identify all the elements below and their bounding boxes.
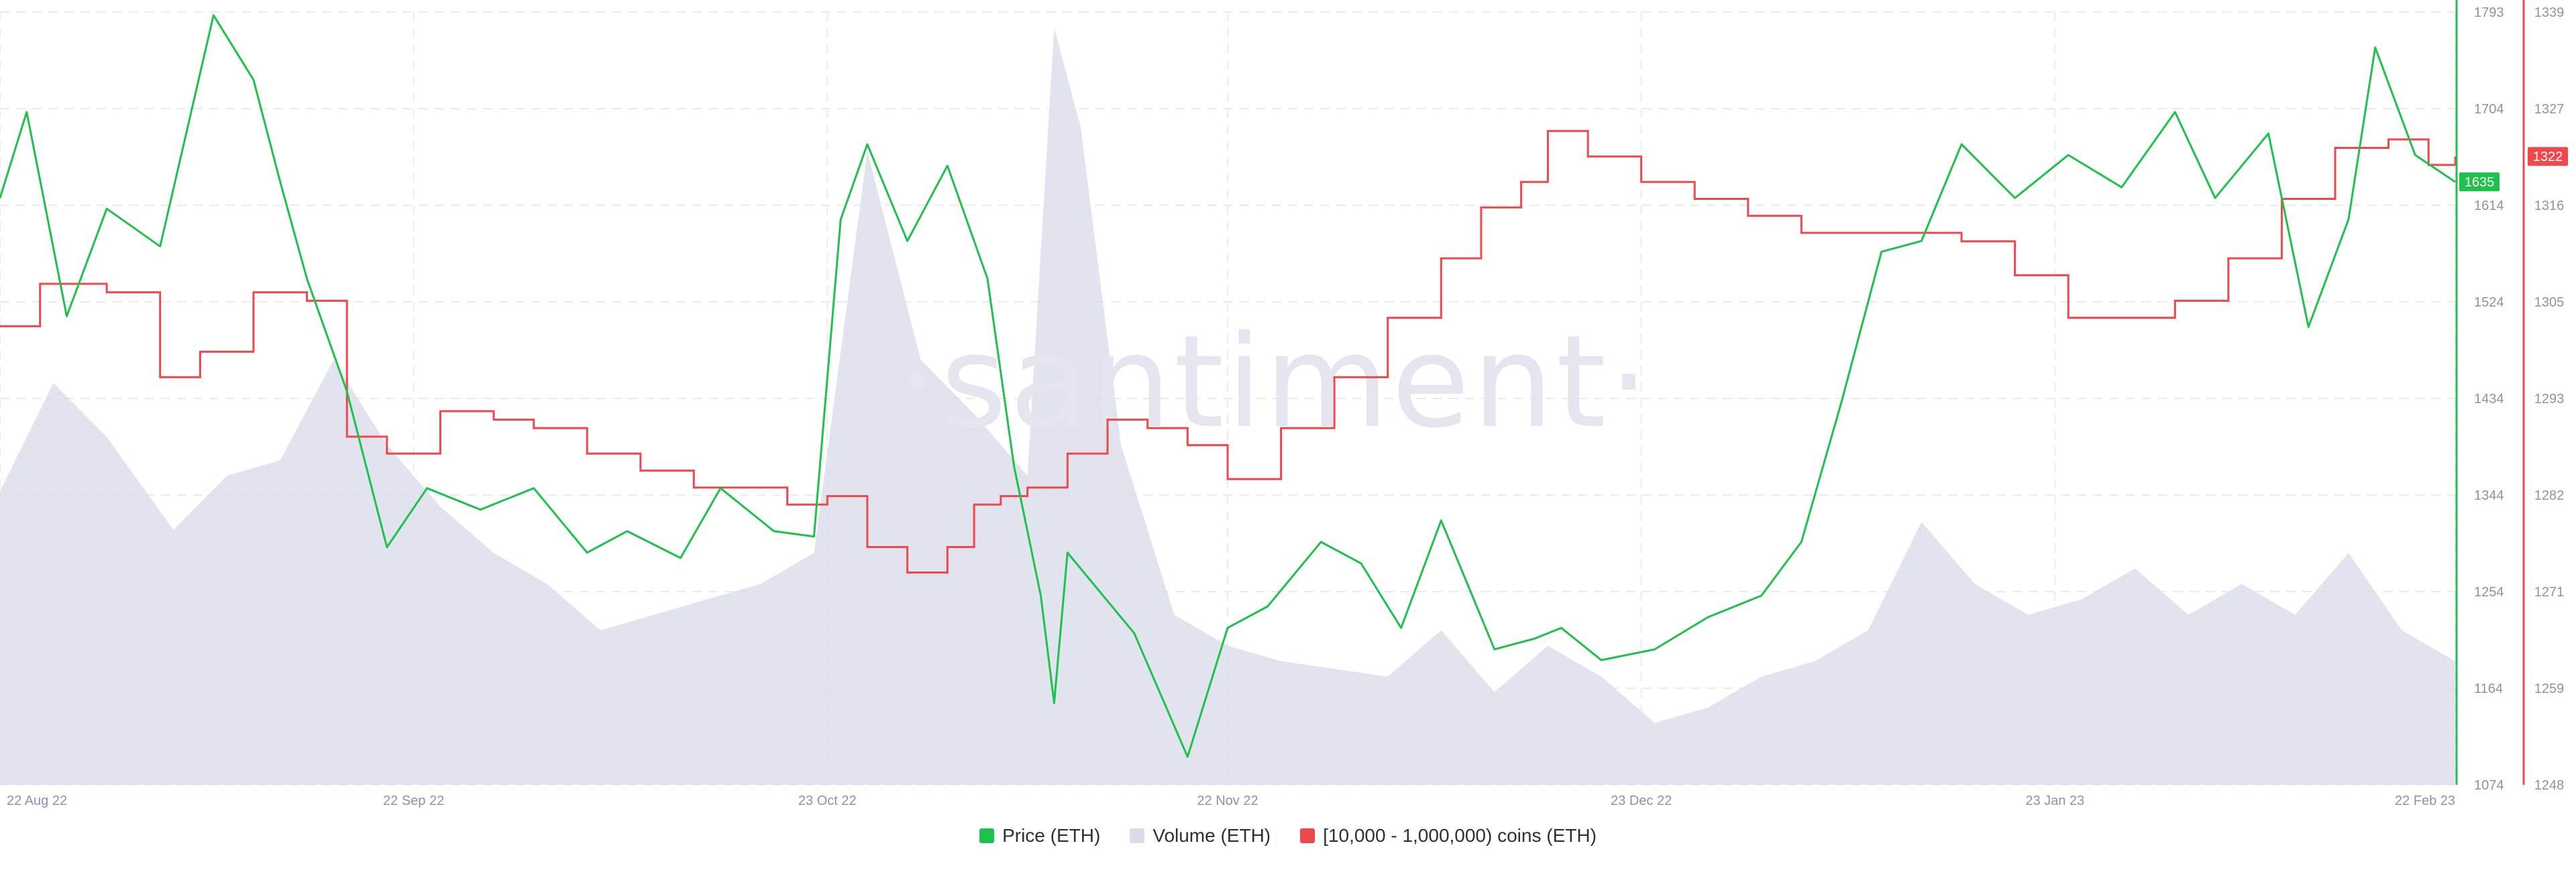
price-current-value: 1635: [2465, 175, 2495, 190]
chart-svg: ·santiment· 1793 1339 1704 1327 1614 1316 1524…: [0, 0, 2568, 808]
holders-tick-label: 1271: [2534, 585, 2565, 600]
price-tick-label: 1704: [2474, 102, 2504, 117]
axes: 1793 1339 1704 1327 1614 1316 1524 1305 1434 1293…: [7, 0, 2568, 808]
price-tick-label: 1614: [2474, 199, 2504, 213]
volume-area: [0, 28, 2455, 785]
price-current-badge: [2459, 172, 2500, 192]
holders-tick-label: 1293: [2534, 392, 2565, 406]
holders-tick-label: 1339: [2534, 5, 2565, 20]
legend-item-volume[interactable]: Volume (ETH): [1130, 825, 1271, 847]
legend-item-holders[interactable]: [10,000 - 1,000,000) coins (ETH): [1300, 825, 1597, 847]
price-series: [0, 14, 2456, 758]
x-tick-label: 23 Dec 22: [1611, 794, 1672, 808]
x-tick-label: 22 Feb 23: [2395, 794, 2455, 808]
price-tick-label: 1254: [2474, 585, 2504, 600]
holders-line: [0, 129, 2457, 574]
holders-current-badge: [2528, 147, 2568, 166]
x-tick-label: 23 Jan 23: [2025, 794, 2084, 808]
holders-tick-label: 1305: [2534, 295, 2565, 310]
price-tick-label: 1793: [2474, 5, 2504, 20]
holders-series: [0, 129, 2457, 574]
price-tick-label: 1344: [2474, 488, 2504, 503]
price-swatch: [979, 828, 995, 843]
x-tick-label: 22 Nov 22: [1197, 794, 1258, 808]
x-tick-label: 22 Aug 22: [7, 794, 67, 808]
legend-item-price[interactable]: Price (ETH): [979, 825, 1100, 847]
price-line: [0, 14, 2456, 758]
legend-label-holders: [10,000 - 1,000,000) coins (ETH): [1323, 825, 1597, 846]
price-tick-label: 1164: [2474, 682, 2503, 696]
price-tick-label: 1434: [2474, 392, 2504, 406]
watermark: ·santiment·: [898, 308, 1652, 456]
price-tick-label: 1524: [2474, 295, 2504, 310]
holders-tick-label: 1248: [2534, 778, 2565, 793]
volume-series: [0, 28, 2455, 785]
x-tick-label: 23 Oct 22: [798, 794, 857, 808]
holders-tick-label: 1259: [2534, 682, 2565, 696]
holders-swatch: [1300, 828, 1316, 843]
legend: Price (ETH) Volume (ETH) [10,000 - 1,000…: [0, 825, 2576, 847]
holders-tick-label: 1327: [2534, 102, 2565, 117]
holders-tick-label: 1316: [2534, 199, 2565, 213]
legend-label-volume: Volume (ETH): [1152, 825, 1271, 846]
volume-swatch: [1130, 828, 1145, 843]
legend-label-price: Price (ETH): [1002, 825, 1101, 846]
holders-current-value: 1322: [2533, 150, 2563, 164]
holders-tick-label: 1282: [2534, 488, 2565, 503]
x-tick-label: 22 Sep 22: [383, 794, 444, 808]
price-tick-label: 1074: [2474, 778, 2504, 793]
